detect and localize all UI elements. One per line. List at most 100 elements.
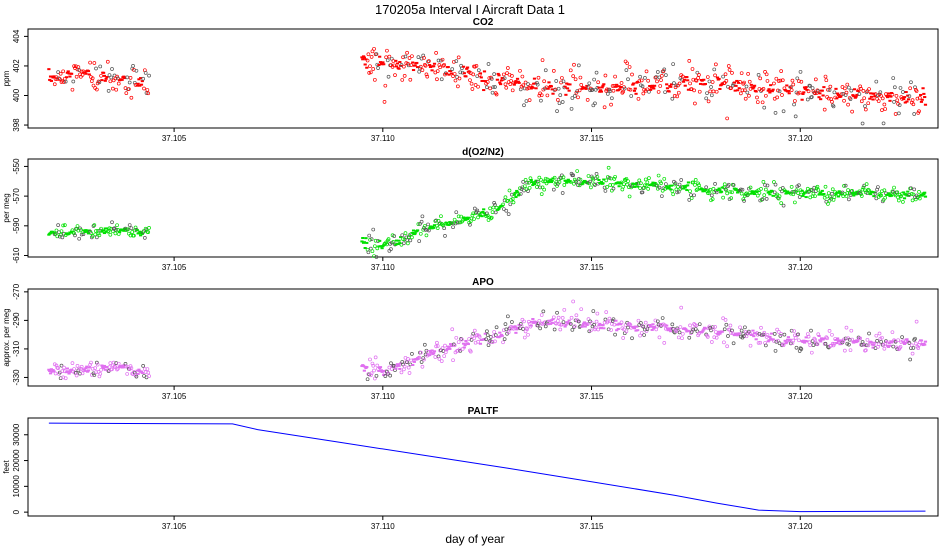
- data-point: [499, 335, 503, 338]
- data-point: [853, 339, 857, 342]
- data-point: [616, 327, 620, 330]
- y-axis-label: per meg: [2, 193, 11, 222]
- data-point: [471, 72, 476, 77]
- data-point: [639, 181, 643, 186]
- data-point: [92, 373, 97, 377]
- data-point: [852, 341, 856, 344]
- data-point: [897, 103, 902, 107]
- data-point: [501, 72, 506, 77]
- x-tick-label: 37.115: [580, 134, 604, 143]
- data-point: [735, 79, 739, 82]
- data-point: [535, 185, 539, 189]
- data-point: [624, 68, 629, 72]
- data-point: [633, 325, 637, 328]
- data-point: [370, 49, 375, 54]
- data-point: [377, 64, 381, 67]
- data-point: [558, 93, 563, 97]
- data-point: [776, 338, 780, 343]
- data-point: [435, 77, 439, 82]
- data-point: [440, 222, 445, 227]
- data-point: [737, 332, 741, 335]
- data-point: [626, 87, 631, 92]
- data-point: [869, 341, 874, 344]
- data-point: [565, 321, 570, 324]
- data-point: [49, 368, 53, 371]
- plot-frame: [27, 288, 939, 387]
- data-point: [873, 95, 877, 98]
- data-point: [734, 84, 738, 87]
- data-point: [497, 74, 501, 77]
- data-point: [671, 192, 675, 197]
- data-point: [687, 59, 692, 63]
- data-point: [553, 321, 558, 325]
- data-point: [781, 109, 786, 114]
- data-point: [48, 372, 53, 375]
- data-point: [780, 93, 784, 97]
- data-point: [836, 92, 840, 95]
- data-point: [472, 336, 476, 341]
- data-point: [433, 355, 438, 359]
- data-point: [488, 206, 492, 211]
- data-point: [418, 64, 423, 69]
- data-point: [714, 330, 718, 334]
- data-point: [560, 315, 565, 320]
- data-point: [880, 96, 885, 101]
- data-point: [909, 186, 913, 191]
- data-point: [103, 79, 107, 82]
- data-point: [403, 231, 408, 235]
- data-point: [410, 352, 414, 356]
- data-point: [839, 92, 844, 96]
- data-point: [880, 335, 884, 340]
- data-point: [402, 74, 407, 78]
- data-point: [103, 227, 107, 230]
- data-point: [472, 217, 476, 221]
- data-point: [922, 193, 926, 196]
- data-point: [910, 198, 915, 203]
- data-point: [764, 197, 769, 201]
- data-point: [651, 323, 655, 326]
- data-point: [848, 348, 853, 353]
- data-point: [137, 232, 141, 235]
- data-point: [394, 243, 398, 246]
- data-point: [726, 64, 731, 68]
- data-point: [102, 232, 107, 235]
- data-point: [776, 330, 781, 334]
- data-point: [506, 314, 510, 319]
- data-point: [913, 336, 917, 341]
- data-point: [118, 364, 123, 367]
- data-point: [88, 362, 92, 367]
- data-point: [47, 68, 51, 71]
- data-point: [836, 191, 840, 194]
- data-point: [843, 348, 847, 353]
- data-point: [697, 322, 702, 327]
- data-point: [421, 227, 426, 232]
- data-point: [396, 243, 400, 246]
- data-point: [120, 78, 124, 81]
- data-point: [676, 90, 681, 95]
- x-tick-label: 37.110: [371, 392, 395, 401]
- data-point: [841, 194, 846, 199]
- data-point: [444, 221, 449, 224]
- data-point: [827, 329, 832, 333]
- data-point: [483, 80, 487, 83]
- data-point: [580, 87, 584, 90]
- data-point: [716, 189, 720, 192]
- data-point: [804, 336, 808, 339]
- data-point: [714, 335, 719, 340]
- data-point: [669, 330, 673, 333]
- data-point: [553, 87, 558, 92]
- data-point: [842, 184, 846, 188]
- data-point: [915, 96, 920, 101]
- data-point: [883, 107, 888, 111]
- data-point: [892, 339, 897, 343]
- data-point: [127, 80, 132, 85]
- data-point: [126, 87, 131, 91]
- data-point: [399, 362, 403, 365]
- data-point: [605, 87, 609, 92]
- data-point: [72, 231, 76, 236]
- data-point: [897, 111, 901, 116]
- data-point: [773, 348, 778, 353]
